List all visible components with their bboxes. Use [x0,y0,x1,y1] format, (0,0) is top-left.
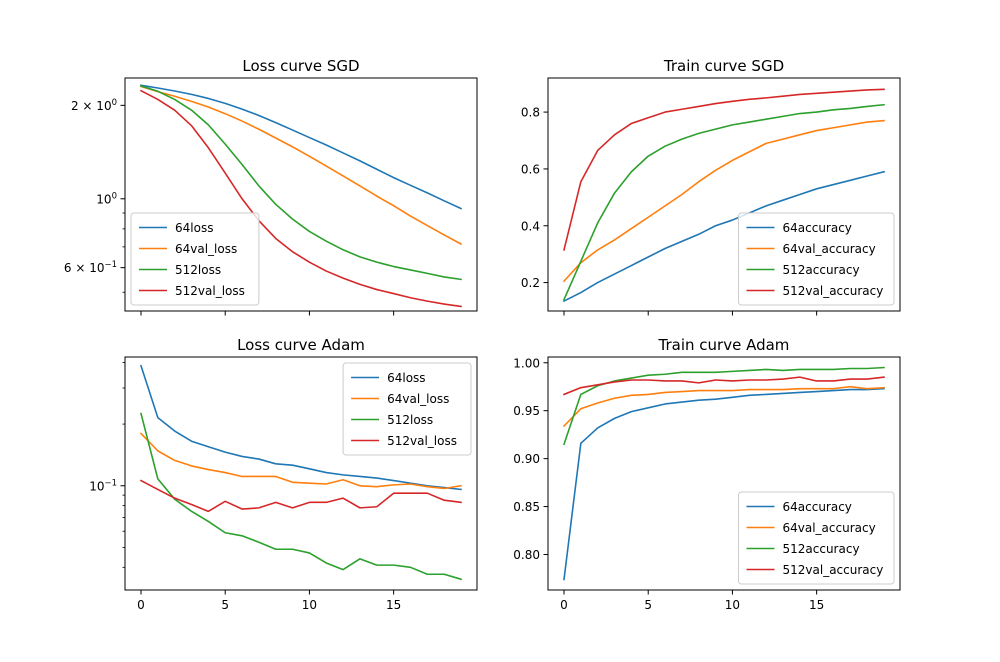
legend-label: 64val_accuracy [783,242,876,256]
y-tick-label: 0.6 [521,162,540,176]
y-tick-label: 0.2 [521,276,540,290]
legend-label: 512loss [175,263,221,277]
legend-label: 512val_loss [175,284,245,298]
y-tick-base: 6 × 10 [64,261,105,275]
legend-label: 64accuracy [783,500,852,514]
series-line-512val_loss [139,89,462,308]
y-tick-label: 0.4 [521,219,540,233]
y-tick-label: 0.8 [521,106,540,120]
series-line-512loss [140,412,462,581]
legend-label: 64val_loss [387,392,449,406]
x-tick-label: 15 [809,598,824,612]
legend: 64accuracy 64val_accuracy 512accuracy 512va… [738,491,895,585]
y-tick-label: 2 × 100 [71,98,117,113]
y-tick-base: 2 × 10 [71,99,112,113]
legend-label: 64loss [387,371,425,385]
legend-label: 64accuracy [783,221,852,235]
chart-title: Train curve SGD [663,57,784,75]
series-line-512val_loss [139,479,462,513]
y-tick-exponent: −1 [104,260,117,270]
x-tick-label: 5 [221,598,229,612]
series-line-64val_accuracy [562,385,885,428]
legend-label: 64loss [175,221,213,235]
plot-marks [139,84,463,308]
axes-frame [547,77,901,312]
chart-title: Train curve Adam [658,336,790,354]
series-line-64accuracy [563,387,885,581]
series-line-512accuracy [562,103,885,301]
series-line-64accuracy [562,170,885,303]
y-tick-exponent: −1 [104,478,117,488]
legend-label: 512accuracy [783,542,860,556]
y-tick-base: 10 [89,479,104,493]
y-tick-label: 0.90 [513,452,540,466]
y-tick-label: 6 × 10−1 [64,260,117,275]
series-line-512val_accuracy [563,88,885,251]
axes: 0.2 0.4 0.6 0.8 [521,77,901,316]
x-tick-label: 5 [644,598,652,612]
legend: 64accuracy 64val_accuracy 512accuracy 512va… [738,212,895,306]
x-tick-label: 0 [137,598,145,612]
series-line-64val_loss [140,85,463,246]
legend-frame [738,491,895,585]
chart-train-curve-sgd: Train curve SGD 0.20.40.60.8 64accuracy6… [521,57,901,316]
series-line-64val_loss [139,432,462,490]
x-tick-label: 10 [725,598,740,612]
legend-frame [342,362,472,456]
plot-marks [562,366,885,581]
series-line-512loss [139,84,462,281]
axes: 0 5 10 15 0.80 0.85 0.90 0.95 1.00 [513,356,901,612]
plot-marks [139,364,462,581]
axes-frame [124,77,478,312]
legend-label: 512loss [387,413,433,427]
chart-title: Loss curve SGD [242,57,359,75]
series-line-64val_accuracy [562,119,885,283]
y-tick-label: 100 [96,191,117,206]
series-line-512accuracy [562,366,885,446]
legend-frame [130,212,260,306]
legend: 64loss 64val_loss 512loss 512val_loss [130,212,260,306]
x-tick-label: 15 [386,598,401,612]
legend: 64loss 64val_loss 512loss 512val_loss [342,362,472,456]
y-tick-label: 0.95 [513,404,540,418]
axes-frame [547,356,901,591]
legend-label: 512val_accuracy [783,284,884,298]
legend-label: 64val_loss [175,242,237,256]
axes-frame [124,356,478,591]
legend-label: 512accuracy [783,263,860,277]
x-tick-label: 10 [302,598,317,612]
y-tick-label: 1.00 [513,356,540,370]
series-line-512val_accuracy [562,376,885,396]
y-tick-exponent: 0 [112,98,117,108]
legend-frame [738,212,895,306]
y-tick-label: 0.85 [513,500,540,514]
y-tick-label: 0.80 [513,548,540,562]
legend-label: 64val_accuracy [783,521,876,535]
legend-label: 512val_loss [387,434,457,448]
series-line-64loss [139,364,462,491]
chart-train-curve-adam: Train curve Adam 0 5 10 15 0.80 0.85 0.90 0.95 1… [513,336,901,612]
x-tick-label: 0 [560,598,568,612]
series-line-64loss [140,84,463,210]
y-tick-base: 10 [96,192,111,206]
y-tick-label: 10−1 [89,478,117,493]
chart-title: Loss curve Adam [237,336,365,354]
legend-label: 512val_accuracy [783,563,884,577]
plot-marks [562,88,885,303]
y-tick-exponent: 0 [112,191,117,201]
